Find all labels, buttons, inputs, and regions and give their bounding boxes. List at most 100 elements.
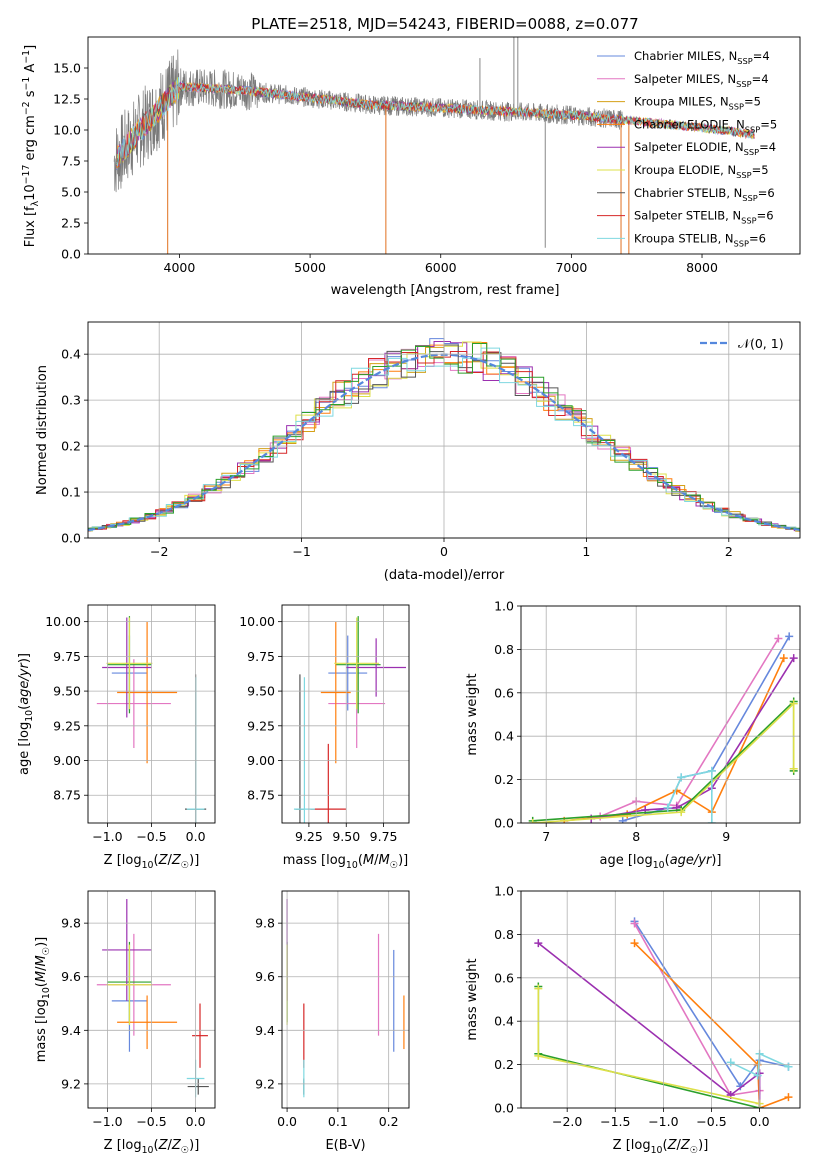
series-line-1 [599,638,780,818]
y-tick-label: 9.75 [247,649,275,664]
chart-panel-4: 7 8 9 0.0 0.2 0.4 0.6 0.8 1.0 age [log10(age/yr)]… [465,599,801,871]
legend-label: Salpeter STELIB, NSSP=6 [634,209,774,226]
series-line-4 [537,986,760,1108]
series-line-2 [633,942,789,1108]
series-marker-6 [707,766,716,775]
x-axis-label: Z [log10(Z/Z☉)] [104,853,200,871]
series-line-0 [622,635,790,822]
histogram-step-1 [88,348,800,532]
series-marker-5 [528,819,537,823]
x-axis-label: Z [log10(Z/Z☉)] [613,1138,709,1156]
x-tick-label: 8000 [686,260,718,275]
y-tick-label: 9.00 [53,753,81,768]
legend-label: Kroupa STELIB, NSSP=6 [634,231,766,248]
chart-panel-1: −2 −1 0 1 2 0.0 0.1 0.2 0.3 0.4 𝒩(0, 1) (data-model… [35,321,801,583]
y-tick-label: 9.2 [61,1076,81,1091]
y-tick-label: 0.2 [61,439,81,454]
y-tick-label: 9.25 [247,718,275,733]
x-tick-label: 6000 [425,260,457,275]
y-tick-label: 0.4 [61,347,81,362]
series-marker-1 [630,919,639,928]
y-tick-label: 8.75 [247,788,275,803]
y-tick-label: 12.5 [53,92,81,107]
x-axis-label: wavelength [Angstrom, rest frame] [331,283,560,298]
y-tick-label: 8.75 [53,788,81,803]
y-tick-label: 1.0 [494,884,514,899]
chart-title: PLATE=2518, MJD=54243, FIBERID=0088, z=0… [251,15,638,33]
axes-frame [87,36,801,255]
x-tick-label: −1.0 [92,1114,122,1129]
chart-panel-3: 9.25 9.50 9.75 8.75 9.00 9.25 9.50 9.75 10.00 mas… [239,604,410,871]
y-tick-label: 9.8 [61,916,81,931]
model-line-8 [116,76,755,167]
x-tick-label: 2 [725,544,733,559]
x-tick-label: −1.5 [600,1114,630,1129]
x-tick-label: 0.0 [750,1114,770,1129]
x-tick-label: 0.0 [277,1114,297,1129]
x-tick-label: −1 [292,544,310,559]
y-axis-label: age [log10(age/yr)] [17,653,35,775]
series-marker-6 [677,773,686,782]
x-tick-label: −0.5 [136,829,166,844]
chart-panel-0: 4000 5000 6000 7000 8000 0.0 2.5 5.0 7.5 10.0 12.5… [21,15,801,298]
series-marker-6 [753,1071,762,1080]
y-tick-label: 0.2 [494,772,514,787]
x-tick-label: −0.5 [136,1114,166,1129]
plot-area [88,338,800,532]
legend-label: Chabrier MILES, NSSP=4 [634,49,770,66]
plot-area [286,899,405,1098]
y-axis-label: Normed distribution [35,365,50,495]
x-tick-label: 0.1 [328,1114,348,1129]
axes-frame [281,604,410,824]
x-tick-label: −1.0 [92,829,122,844]
y-tick-label: 0.2 [494,1057,514,1072]
series-line-3 [537,942,761,1108]
x-tick-label: 8 [632,829,640,844]
y-tick-label: 9.00 [247,753,275,768]
series-marker-5 [789,764,798,773]
y-tick-label: 0.1 [61,485,81,500]
x-axis-label: E(B-V) [325,1138,365,1153]
y-tick-label: 9.25 [53,718,81,733]
series-marker-6 [663,803,672,812]
series-marker-2 [630,939,639,948]
y-tick-label: 7.5 [61,154,81,169]
y-tick-label: 10.00 [239,614,275,629]
x-tick-label: 5000 [294,260,326,275]
y-axis-label: mass weight [465,958,480,1040]
axes-frame [87,890,216,1109]
y-tick-label: 0.3 [61,393,81,408]
x-tick-label: 7000 [555,260,587,275]
legend-label: Kroupa MILES, NSSP=5 [634,95,761,112]
axes-frame [520,890,801,1109]
x-tick-label: 7 [542,829,550,844]
legend-label: Salpeter MILES, NSSP=4 [634,72,769,89]
axes-frame [520,605,801,824]
y-axis-label: mass [log10(M/M☉)] [34,937,52,1063]
y-tick-label: 9.2 [255,1076,275,1091]
legend-label: 𝒩(0, 1) [738,336,784,351]
legend-label: Salpeter ELODIE, NSSP=4 [634,140,776,157]
x-axis-label: (data-model)/error [384,568,505,583]
series-marker-5 [534,984,543,993]
x-tick-label: 0.2 [379,1114,399,1129]
x-tick-label: 9.50 [332,829,360,844]
y-tick-label: 0.0 [61,531,81,546]
x-tick-label: −2 [150,544,168,559]
chart-panel-2: −1.0 −0.5 0.0 8.75 9.00 9.25 9.50 9.75 10.00 Z [l… [17,604,216,871]
y-tick-label: 0.4 [494,729,514,744]
y-tick-label: 10.00 [45,614,81,629]
y-tick-label: 0.8 [494,642,514,657]
series-marker-1 [774,634,783,643]
x-tick-label: 0.0 [186,1114,206,1129]
x-tick-label: −2.0 [552,1114,582,1129]
x-tick-label: 0.0 [186,829,206,844]
axes-frame [87,604,216,824]
y-tick-label: 9.4 [61,1023,81,1038]
series-marker-3 [534,939,543,948]
y-tick-label: 0.4 [494,1014,514,1029]
x-axis-label: Z [log10(Z/Z☉)] [104,1138,200,1156]
y-axis-label: mass weight [465,673,480,755]
plot-area [113,37,755,254]
